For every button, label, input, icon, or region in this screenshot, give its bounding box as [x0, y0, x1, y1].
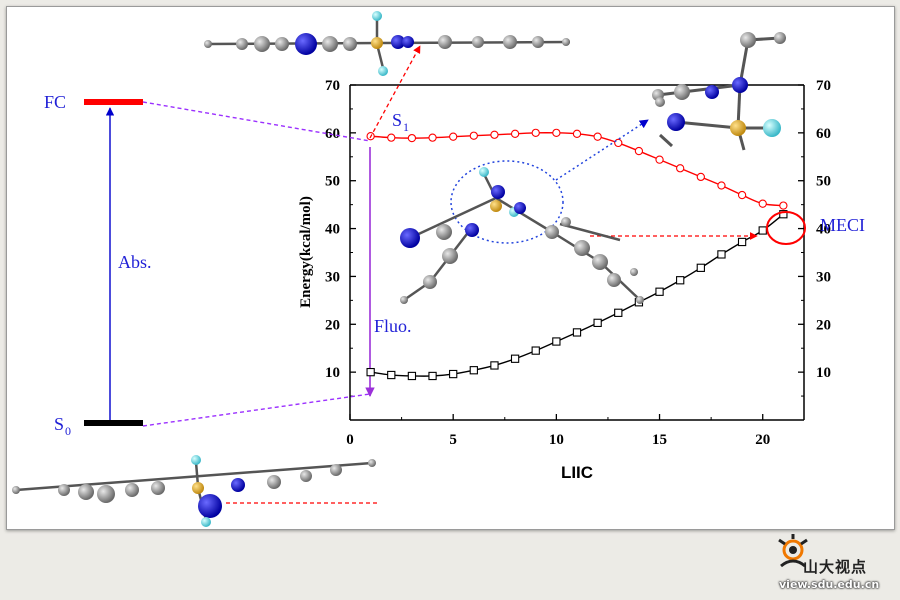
- s1-molecule-structure: [204, 11, 571, 76]
- y-left-tick-label: 20: [325, 317, 340, 333]
- data-point-s1: [655, 155, 664, 164]
- figure-panel: [6, 6, 895, 530]
- series-line-s1: [370, 132, 784, 207]
- data-point-s1: [758, 199, 767, 208]
- data-point-s0: [758, 226, 767, 235]
- data-point-s1: [490, 130, 499, 139]
- svg-text:S: S: [392, 110, 402, 130]
- data-point-s0: [366, 367, 375, 377]
- meci-circle: [766, 211, 806, 245]
- abs-label: Abs.: [118, 252, 152, 272]
- y-left-tick-label: 70: [325, 78, 340, 94]
- data-point-s1: [552, 128, 561, 138]
- data-point-s0: [407, 371, 417, 381]
- svg-text:0: 0: [65, 424, 71, 438]
- zoom-connector: [555, 119, 649, 181]
- data-point-s0: [387, 370, 396, 380]
- data-point-s0: [531, 346, 540, 355]
- y-right-tick-label: 70: [816, 78, 831, 94]
- s0-molecule-structure: [12, 455, 376, 527]
- y-left-tick-label: 30: [325, 269, 340, 285]
- data-point-s1: [407, 133, 417, 143]
- data-point-s0: [717, 250, 726, 259]
- watermark-name: 山大视点: [803, 558, 868, 576]
- data-point-s1: [510, 129, 520, 138]
- x-tick-label: 10: [549, 432, 564, 448]
- s1-label: S 1: [392, 110, 409, 134]
- series-line-s0: [370, 213, 784, 377]
- data-point-s1: [531, 128, 540, 138]
- y-right-tick-label: 40: [816, 222, 831, 238]
- data-series: [366, 128, 788, 381]
- data-point-s0: [572, 328, 582, 337]
- data-point-s0: [552, 337, 561, 346]
- s1-structure-connector: [369, 45, 421, 139]
- meci-molecule-structure: [400, 167, 644, 304]
- fluo-label: Fluo.: [374, 316, 412, 336]
- data-point-s0: [614, 308, 623, 317]
- data-point-s1: [469, 131, 478, 140]
- data-point-s0: [593, 318, 602, 327]
- data-point-s1: [593, 132, 602, 141]
- data-point-s1: [572, 129, 582, 138]
- watermark-url: view.sdu.edu.cn: [779, 578, 880, 591]
- svg-text:1: 1: [403, 120, 409, 134]
- data-point-s0: [676, 276, 685, 285]
- zoomed-fragment-structure: [652, 32, 786, 151]
- data-point-s0: [490, 361, 499, 370]
- data-point-s0: [449, 369, 458, 379]
- x-axis-label: LIIC: [561, 463, 593, 482]
- x-tick-label: 15: [652, 432, 667, 448]
- data-point-s1: [676, 164, 685, 173]
- eye-logo-icon: [778, 534, 808, 568]
- y-right-tick-label: 20: [816, 317, 831, 333]
- watermark-logo: 山大视点 view.sdu.edu.cn: [775, 532, 890, 598]
- data-point-s1: [696, 172, 705, 182]
- energy-level-diagram: FC Abs. S 0: [44, 92, 371, 438]
- y-left-tick-label: 10: [325, 365, 340, 381]
- y-right-tick-label: 30: [816, 269, 831, 285]
- y-left-tick-label: 40: [325, 222, 340, 238]
- meci-label: MECI: [820, 215, 865, 235]
- fc-label: FC: [44, 92, 66, 112]
- y-right-tick-label: 60: [816, 126, 831, 142]
- axis-ticks: [349, 84, 804, 420]
- data-point-s1: [737, 190, 747, 200]
- data-point-s1: [428, 133, 437, 142]
- data-point-s0: [696, 263, 705, 272]
- data-point-s0: [469, 366, 478, 375]
- data-point-s1: [779, 201, 788, 210]
- data-point-s0: [779, 210, 788, 219]
- x-tick-label: 5: [449, 432, 457, 448]
- data-point-s0: [428, 371, 437, 381]
- data-point-s1: [387, 133, 396, 142]
- fc-connector-dashed: [142, 101, 371, 142]
- x-tick-label: 0: [346, 432, 354, 448]
- data-point-s0: [510, 354, 520, 363]
- y-right-tick-label: 50: [816, 174, 831, 190]
- data-point-s1: [449, 132, 458, 141]
- data-point-s1: [634, 146, 644, 156]
- data-point-s0: [737, 237, 747, 247]
- y-axis-label: Energy(kcal/mol): [298, 196, 314, 308]
- data-point-s1: [717, 181, 726, 190]
- s0-label: S 0: [54, 414, 71, 438]
- tick-labels: 051015201010202030304040505060607070: [325, 78, 831, 448]
- s0-connector-dashed: [142, 393, 371, 427]
- data-point-s0: [655, 287, 664, 296]
- y-right-tick-label: 10: [816, 365, 831, 381]
- x-tick-label: 20: [755, 432, 770, 448]
- y-left-tick-label: 50: [325, 174, 340, 190]
- svg-text:S: S: [54, 414, 64, 434]
- rotation-highlight-ellipse: [450, 160, 564, 244]
